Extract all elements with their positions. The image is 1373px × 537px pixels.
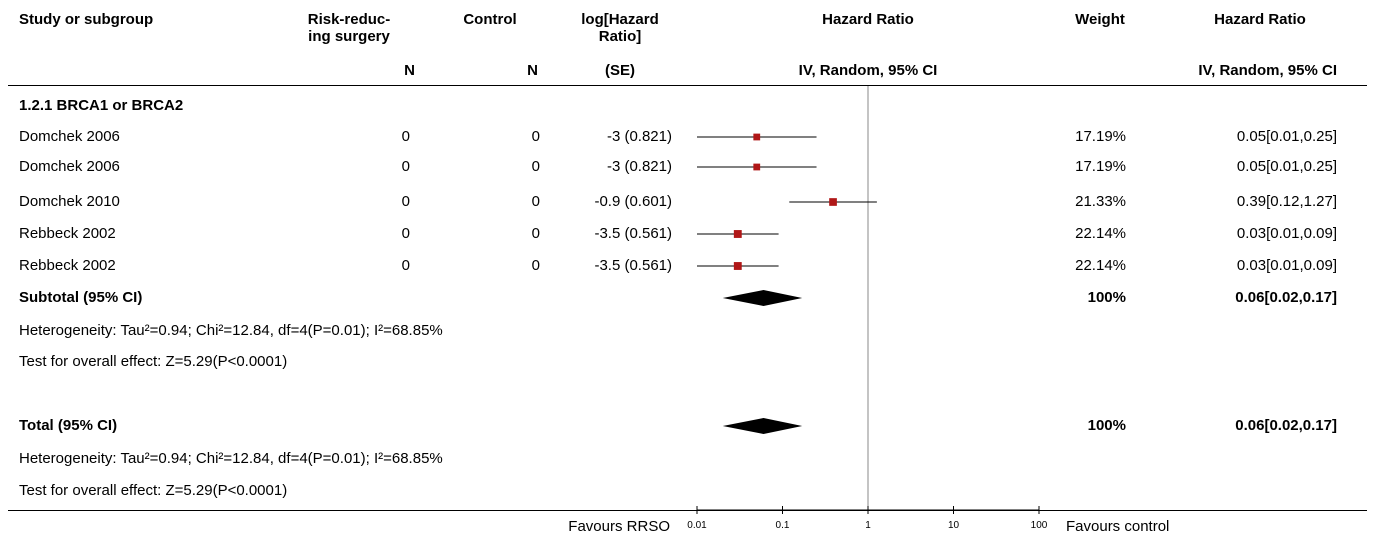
total-ci: 0.06[0.02,0.17] — [1235, 417, 1337, 434]
subgroup-title: 1.2.1 BRCA1 or BRCA2 — [19, 97, 184, 114]
n-rrso: 0 — [401, 257, 410, 274]
n-control: 0 — [531, 225, 540, 242]
hr-ci: 0.03[0.01,0.09] — [1236, 225, 1337, 242]
n-rrso: 0 — [401, 158, 410, 175]
subheader-method-text: IV, Random, 95% CI — [1198, 62, 1337, 79]
subgroup-heterogeneity: Heterogeneity: Tau²=0.94; Chi²=12.84, df… — [19, 322, 443, 339]
n-control: 0 — [531, 128, 540, 145]
study-name: Rebbeck 2002 — [19, 225, 116, 242]
favours-right-label: Favours control — [1066, 518, 1170, 535]
col-header-weight: Weight — [1075, 11, 1125, 28]
hr-ci: 0.39[0.12,1.27] — [1236, 193, 1337, 210]
study-name: Rebbeck 2002 — [19, 257, 116, 274]
subtotal-diamond — [722, 290, 803, 306]
col-header-study: Study or subgroup — [19, 11, 154, 28]
loghr-se: -3 (0.821) — [606, 158, 672, 175]
hr-ci: 0.05[0.01,0.25] — [1236, 128, 1337, 145]
loghr-se: -3.5 (0.561) — [594, 257, 672, 274]
study-point-marker — [753, 163, 761, 171]
total-label: Total (95% CI) — [19, 417, 118, 434]
total-diamond — [722, 418, 803, 434]
n-control: 0 — [531, 158, 540, 175]
col-header-loghr-line2: Ratio] — [598, 28, 642, 45]
study-point-marker — [753, 133, 761, 141]
total-heterogeneity: Heterogeneity: Tau²=0.94; Chi²=12.84, df… — [19, 450, 443, 467]
n-control: 0 — [531, 193, 540, 210]
weight: 21.33% — [1075, 193, 1126, 210]
col-header-control: Control — [463, 11, 517, 28]
n-rrso: 0 — [401, 225, 410, 242]
col-header-loghr-line1: log[Hazard — [581, 11, 659, 28]
col-header-risk-line1: Risk-reduc- — [307, 11, 391, 28]
x-tick-label: 10 — [948, 520, 960, 531]
weight: 17.19% — [1075, 158, 1126, 175]
subheader-n-control: N — [527, 62, 538, 79]
col-header-hazard-ratio-text: Hazard Ratio — [1214, 11, 1306, 28]
study-point-marker — [733, 262, 742, 270]
x-tick-label: 0.01 — [687, 520, 707, 531]
subtotal-ci: 0.06[0.02,0.17] — [1235, 289, 1337, 306]
study-point-marker — [733, 230, 742, 238]
subheader-se: (SE) — [605, 62, 635, 79]
subgroup-overall-effect: Test for overall effect: Z=5.29(P<0.0001… — [19, 353, 288, 370]
total-overall-effect: Test for overall effect: Z=5.29(P<0.0001… — [19, 482, 288, 499]
n-control: 0 — [531, 257, 540, 274]
total-weight: 100% — [1087, 417, 1126, 434]
subtotal-weight: 100% — [1087, 289, 1126, 306]
hr-ci: 0.03[0.01,0.09] — [1236, 257, 1337, 274]
loghr-se: -0.9 (0.601) — [594, 193, 672, 210]
col-header-risk-line2: ing surgery — [308, 28, 390, 45]
hr-ci: 0.05[0.01,0.25] — [1236, 158, 1337, 175]
loghr-se: -3.5 (0.561) — [594, 225, 672, 242]
n-rrso: 0 — [401, 193, 410, 210]
x-tick-label: 100 — [1031, 520, 1048, 531]
study-name: Domchek 2006 — [19, 158, 120, 175]
subheader-n-rrso: N — [404, 62, 415, 79]
footer-rule — [8, 510, 1367, 511]
study-point-marker — [829, 198, 837, 206]
col-header-hazard-ratio-plot: Hazard Ratio — [822, 11, 914, 28]
favours-left-label: Favours RRSO — [568, 518, 670, 535]
x-tick-label: 0.1 — [776, 520, 790, 531]
header-rule — [8, 85, 1367, 86]
subheader-method-plot: IV, Random, 95% CI — [798, 62, 938, 79]
weight: 17.19% — [1075, 128, 1126, 145]
x-tick-label: 1 — [865, 520, 871, 531]
weight: 22.14% — [1075, 225, 1126, 242]
study-name: Domchek 2006 — [19, 128, 120, 145]
loghr-se: -3 (0.821) — [606, 128, 672, 145]
study-name: Domchek 2010 — [19, 193, 120, 210]
weight: 22.14% — [1075, 257, 1126, 274]
subtotal-label: Subtotal (95% CI) — [19, 289, 143, 306]
n-rrso: 0 — [401, 128, 410, 145]
